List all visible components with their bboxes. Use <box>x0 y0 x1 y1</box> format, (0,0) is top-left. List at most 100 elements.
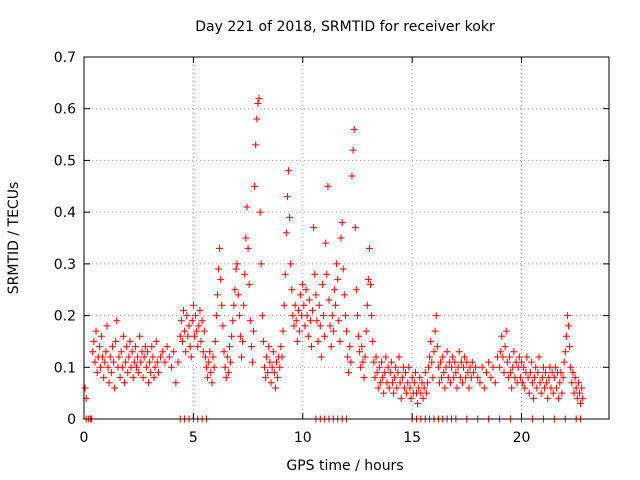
data-point <box>343 327 350 335</box>
data-point <box>387 358 395 366</box>
data-point <box>300 301 308 309</box>
data-point <box>330 286 338 294</box>
data-point <box>438 374 446 382</box>
data-point <box>427 337 435 345</box>
data-point <box>103 322 111 330</box>
data-point <box>255 94 263 102</box>
data-point <box>371 374 379 382</box>
data-point <box>111 384 119 392</box>
data-point <box>221 363 229 371</box>
data-point <box>458 379 466 387</box>
data-point <box>315 301 323 309</box>
data-point <box>279 327 287 335</box>
data-point <box>397 394 405 402</box>
data-point <box>416 374 424 382</box>
data-point <box>404 379 412 387</box>
data-point <box>360 374 368 382</box>
data-point <box>143 348 151 356</box>
data-point <box>356 348 364 356</box>
x-axis-label: GPS time / hours <box>286 458 403 474</box>
data-point <box>406 384 414 392</box>
data-point <box>218 301 226 309</box>
data-point <box>314 337 322 345</box>
data-point <box>266 358 274 366</box>
data-point <box>403 389 411 397</box>
data-point <box>430 348 438 356</box>
data-point <box>524 374 532 382</box>
data-point <box>247 343 255 351</box>
data-point <box>295 327 303 335</box>
data-point <box>378 358 385 366</box>
data-point <box>388 379 396 387</box>
data-point <box>195 322 203 330</box>
data-point <box>574 379 582 387</box>
data-point <box>172 379 180 387</box>
data-point <box>350 125 358 133</box>
data-point <box>451 358 459 366</box>
data-point <box>105 379 113 387</box>
data-point <box>432 312 440 320</box>
data-point <box>334 275 342 283</box>
data-point <box>538 374 546 382</box>
y-tick-label: 0.5 <box>54 153 76 169</box>
data-point <box>271 384 279 392</box>
data-point <box>320 312 328 320</box>
grid-lines <box>84 57 609 419</box>
data-point <box>537 389 545 397</box>
data-point <box>225 343 233 351</box>
data-point <box>232 265 240 273</box>
data-point <box>240 301 248 309</box>
data-point <box>369 337 377 345</box>
data-point <box>140 353 148 361</box>
data-point <box>411 368 419 376</box>
data-point <box>139 374 147 382</box>
data-point <box>267 379 275 387</box>
data-point <box>465 384 473 392</box>
data-point <box>362 327 370 335</box>
data-point <box>349 146 357 154</box>
data-point <box>259 337 267 345</box>
data-point <box>533 384 541 392</box>
data-point <box>478 363 486 371</box>
data-point <box>555 394 563 402</box>
data-point <box>219 322 227 330</box>
data-point <box>367 281 375 289</box>
data-point <box>324 182 332 190</box>
data-point <box>313 317 321 325</box>
data-point <box>352 286 360 294</box>
data-point <box>190 332 198 340</box>
data-point <box>437 358 445 366</box>
data-point <box>332 301 340 309</box>
data-point <box>489 363 497 371</box>
data-point <box>277 343 285 351</box>
data-point <box>510 348 518 356</box>
data-point <box>235 312 243 320</box>
data-point <box>560 358 568 366</box>
data-point <box>433 343 441 351</box>
data-point <box>292 317 300 325</box>
data-point <box>357 363 365 371</box>
data-point <box>130 358 138 366</box>
data-point <box>227 358 235 366</box>
data-point <box>487 374 495 382</box>
data-point <box>318 281 326 289</box>
data-point <box>230 301 238 309</box>
data-point <box>136 332 144 340</box>
data-point <box>540 384 548 392</box>
data-point <box>568 379 576 387</box>
data-point <box>501 343 509 351</box>
data-point <box>410 379 418 387</box>
x-tick-label: 10 <box>294 430 312 446</box>
data-point <box>542 368 550 376</box>
data-point <box>154 368 162 376</box>
data-point <box>120 379 128 387</box>
data-point <box>288 286 296 294</box>
data-point <box>129 374 137 382</box>
data-point <box>551 363 559 371</box>
data-point <box>153 358 161 366</box>
data-point <box>380 389 388 397</box>
data-point <box>365 244 373 252</box>
data-point <box>448 363 455 371</box>
data-point <box>422 389 430 397</box>
data-point <box>293 337 301 345</box>
